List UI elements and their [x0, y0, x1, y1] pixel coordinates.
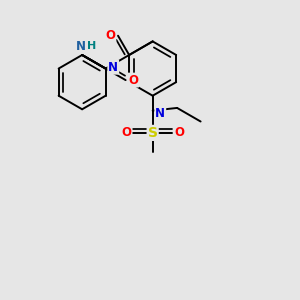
- Text: N: N: [155, 107, 165, 120]
- Text: N: N: [76, 40, 86, 53]
- Text: N: N: [108, 61, 118, 74]
- Text: H: H: [87, 41, 96, 51]
- Text: O: O: [174, 126, 184, 140]
- Text: O: O: [121, 126, 131, 140]
- Text: O: O: [128, 74, 138, 87]
- Text: O: O: [105, 29, 116, 42]
- Text: S: S: [148, 126, 158, 140]
